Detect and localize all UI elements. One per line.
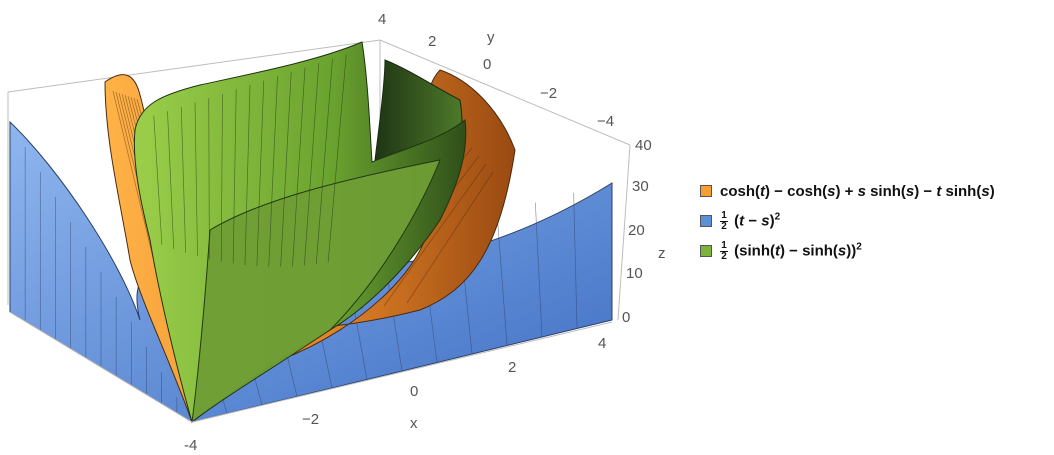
legend-swatch-green bbox=[700, 245, 712, 257]
x-tick-label: 0 bbox=[410, 383, 418, 400]
mesh-line bbox=[244, 84, 251, 266]
top-corner-tick-label: 4 bbox=[378, 11, 386, 28]
x-tick-label: -4 bbox=[184, 437, 197, 454]
z-tick-label: 10 bbox=[626, 265, 643, 282]
mesh-line bbox=[208, 98, 210, 260]
legend-item-orange: cosh(t) − cosh(s) + s sinh(s) − t sinh(s… bbox=[700, 176, 995, 206]
mesh-line bbox=[232, 89, 237, 264]
legend-swatch-blue bbox=[700, 215, 712, 227]
mesh-line bbox=[406, 171, 494, 304]
x-tick-label: 4 bbox=[598, 335, 606, 352]
bounding-box-front bbox=[9, 311, 613, 423]
y-tick-label: −4 bbox=[597, 113, 614, 130]
surface-green bbox=[133, 41, 467, 424]
y-tick-label: 2 bbox=[428, 33, 436, 50]
x-tick-label: −2 bbox=[302, 411, 319, 428]
mesh-line bbox=[153, 115, 163, 245]
mesh-line bbox=[194, 102, 198, 257]
y-axis-label: y bbox=[487, 29, 495, 46]
z-axis: 40 30 20 10 0 z bbox=[622, 137, 666, 326]
mesh-line bbox=[292, 67, 306, 267]
mesh-line bbox=[383, 163, 487, 307]
mesh-line bbox=[315, 58, 333, 265]
z-tick-label: 30 bbox=[632, 178, 649, 195]
mesh-line bbox=[327, 54, 347, 263]
legend: cosh(t) − cosh(s) + s sinh(s) − t sinh(s… bbox=[700, 176, 995, 266]
mesh-line bbox=[534, 202, 543, 338]
x-axis-label: x bbox=[410, 415, 418, 432]
mesh-line bbox=[280, 71, 292, 267]
z-tick-label: 20 bbox=[628, 222, 645, 239]
mesh-line bbox=[268, 76, 278, 267]
mesh-line bbox=[573, 192, 578, 329]
y-tick-label: −2 bbox=[540, 85, 557, 102]
mesh-line bbox=[256, 80, 265, 267]
z-tick-label: 40 bbox=[635, 137, 652, 154]
mesh-line bbox=[304, 63, 320, 266]
z-axis-label: z bbox=[658, 245, 666, 262]
mesh-line bbox=[112, 90, 156, 267]
x-axis: -4 −2 0 2 4 x bbox=[184, 335, 606, 454]
legend-label: cosh(t) − cosh(s) + s sinh(s) − t sinh(s… bbox=[720, 182, 995, 200]
x-tick-label: 2 bbox=[508, 359, 516, 376]
legend-swatch-orange bbox=[700, 185, 712, 197]
mesh-line bbox=[220, 93, 223, 262]
z-tick-label: 0 bbox=[622, 309, 630, 326]
mesh-line bbox=[167, 111, 175, 250]
y-tick-label: 0 bbox=[483, 56, 491, 73]
mesh-line bbox=[496, 212, 508, 346]
mesh-line bbox=[180, 106, 186, 253]
y-axis: 4 2 0 −2 −4 y bbox=[378, 11, 614, 130]
